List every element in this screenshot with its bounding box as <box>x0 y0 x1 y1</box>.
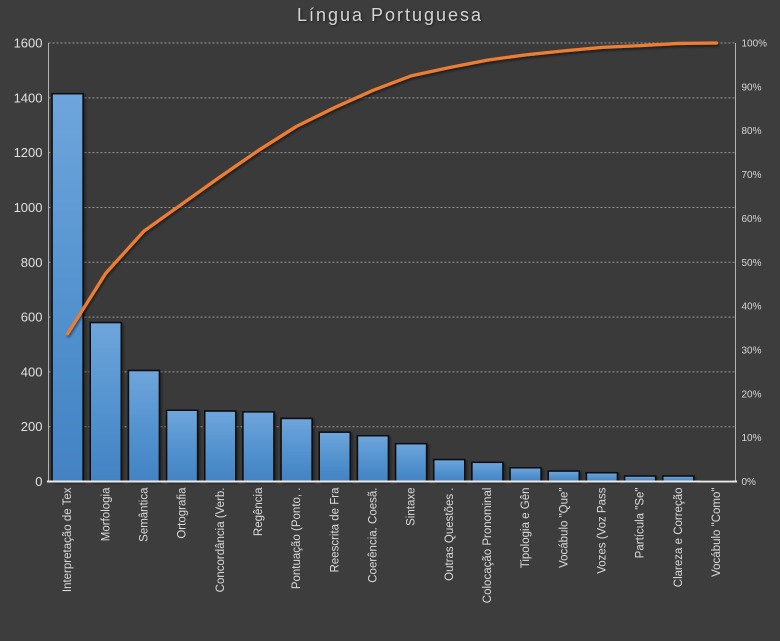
bar <box>433 458 466 483</box>
bar <box>394 442 428 483</box>
category-label: Pontuação (Ponto, . <box>291 488 303 590</box>
category-label: Semântica <box>138 487 150 542</box>
category-label: Clareza e Correção <box>673 488 685 588</box>
left-axis-tick: 400 <box>21 364 43 379</box>
right-axis-tick: 90% <box>742 82 762 93</box>
left-axis-tick: 800 <box>21 255 43 270</box>
bar <box>165 409 199 483</box>
bar <box>318 431 351 483</box>
category-label: Colocação Pronominal <box>482 487 494 603</box>
bar <box>509 467 542 483</box>
bar <box>280 417 313 483</box>
bar <box>471 461 504 483</box>
left-axis-tick: 200 <box>21 419 43 434</box>
category-label: Vocábulo "Como" <box>711 488 723 577</box>
right-axis-tick: 20% <box>742 389 762 400</box>
bar <box>89 321 122 483</box>
category-label: Concordância (Verb. <box>215 488 227 593</box>
category-label: Outras Questões . <box>444 488 456 581</box>
right-axis-tick: 0% <box>742 477 757 488</box>
bar <box>51 92 84 483</box>
category-label: Tipologia e Gên <box>520 488 532 569</box>
category-label: Partícula "Se" <box>635 488 647 559</box>
left-axis-tick: 1000 <box>14 200 43 215</box>
category-label: Morfologia <box>100 487 112 541</box>
bar <box>242 411 275 483</box>
left-axis-tick: 0 <box>35 474 42 489</box>
category-label: Vocábulo "Que" <box>558 488 570 568</box>
right-axis-tick: 40% <box>742 302 762 313</box>
category-label: Ortografia <box>177 487 189 539</box>
bar <box>356 434 390 483</box>
left-axis-tick: 1600 <box>14 36 43 51</box>
left-axis-tick: 1400 <box>14 90 43 105</box>
right-axis-tick: 10% <box>742 433 762 444</box>
category-label: Vozes (Voz Pass <box>596 487 608 574</box>
bar <box>204 410 237 483</box>
bar <box>547 470 580 483</box>
right-axis-tick: 50% <box>742 258 762 269</box>
category-label: Sintaxe <box>406 488 418 526</box>
bar <box>585 471 619 483</box>
right-axis-tick: 80% <box>742 126 762 137</box>
left-axis-tick: 600 <box>21 310 43 325</box>
bar <box>127 369 161 483</box>
left-axis-tick: 1200 <box>14 145 43 160</box>
chart-title: Língua Portuguesa <box>296 5 484 25</box>
category-label: Regência <box>253 487 265 536</box>
cumulative-line <box>65 41 719 336</box>
category-label: Interpretação de Tex <box>62 487 74 592</box>
category-label: Reescrita de Fra <box>329 487 341 573</box>
right-axis-tick: 60% <box>742 214 762 225</box>
right-axis-tick: 30% <box>742 345 762 356</box>
right-axis-tick: 70% <box>742 170 762 181</box>
category-label: Coerência. Coesã. <box>367 488 379 583</box>
right-axis-tick: 100% <box>742 39 768 50</box>
